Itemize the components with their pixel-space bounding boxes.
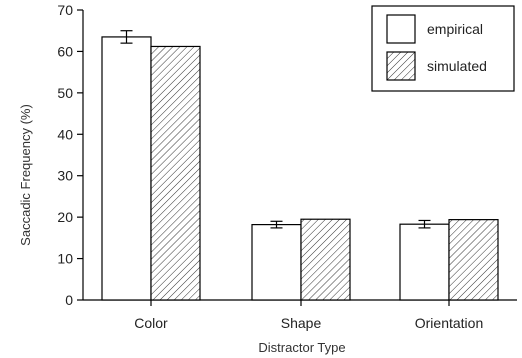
y-tick-label: 30 xyxy=(57,168,73,184)
y-tick-label: 60 xyxy=(57,43,73,59)
x-tick-label: Color xyxy=(134,315,168,331)
bar-empirical xyxy=(251,224,302,301)
legend-label: empirical xyxy=(427,21,483,37)
legend-swatch-empirical xyxy=(386,14,416,44)
x-tick-label: Orientation xyxy=(415,315,483,331)
y-tick-label: 10 xyxy=(57,251,73,267)
x-tick-label: Shape xyxy=(281,315,322,331)
bar-empirical xyxy=(399,223,450,301)
bar-empirical xyxy=(101,36,152,301)
bar-simulated xyxy=(150,45,201,301)
legend-swatch-simulated xyxy=(386,51,416,81)
y-tick-label: 70 xyxy=(57,2,73,18)
y-tick-label: 0 xyxy=(65,292,73,308)
legend-label: simulated xyxy=(427,58,487,74)
x-axis-title: Distractor Type xyxy=(258,340,345,355)
bar-simulated xyxy=(448,219,499,301)
y-axis-title: Saccadic Frequency (%) xyxy=(18,104,33,246)
bar-simulated xyxy=(300,218,351,301)
y-tick-label: 50 xyxy=(57,85,73,101)
y-tick-label: 40 xyxy=(57,126,73,142)
y-tick-label: 20 xyxy=(57,209,73,225)
